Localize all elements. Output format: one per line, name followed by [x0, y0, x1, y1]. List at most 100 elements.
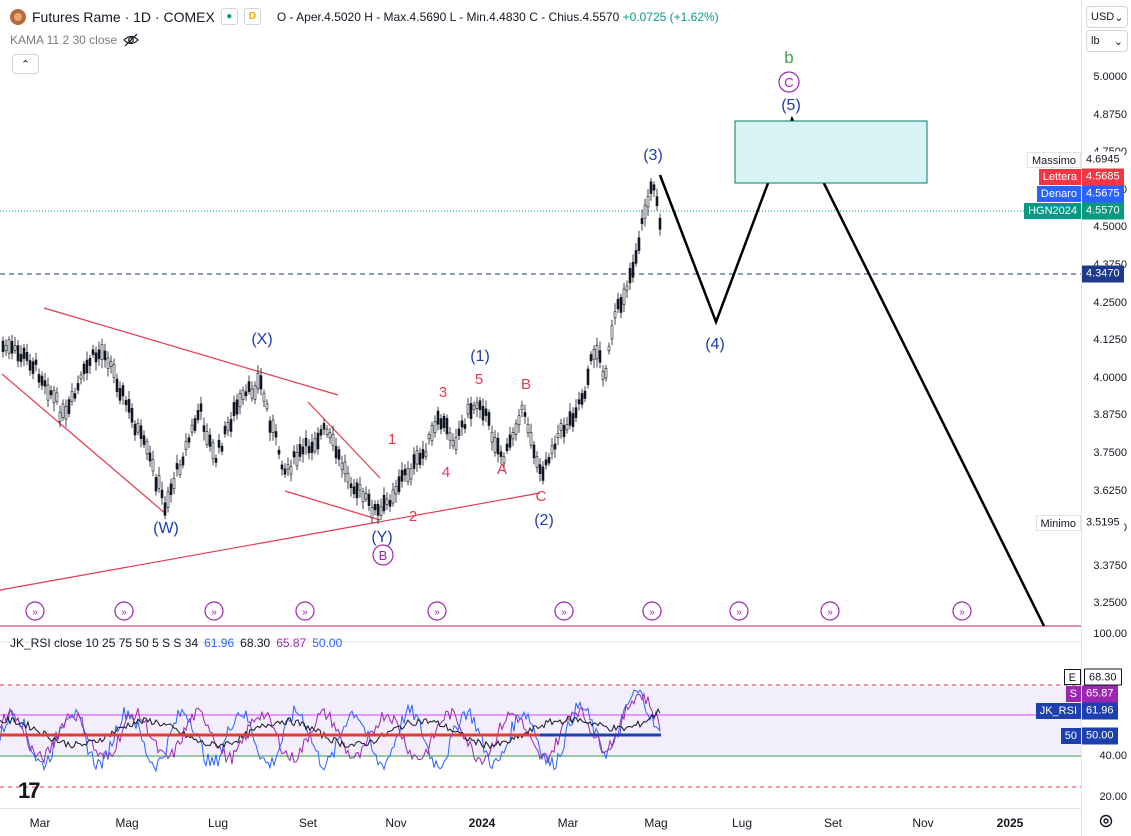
- candle-body: [70, 390, 74, 403]
- wave-label-w[interactable]: (W): [153, 520, 179, 537]
- price-chart-canvas[interactable]: (W) (X) (Y) (1) (2) (3) (4) (5) 1 2 3 4 …: [0, 0, 1081, 627]
- price-tick: 4.2500: [1093, 296, 1127, 309]
- symbol-title[interactable]: Futures Rame · 1D · COMEX: [32, 8, 215, 25]
- candle-body: [7, 339, 11, 354]
- event-markers[interactable]: » » » » » » » » » »: [25, 601, 972, 621]
- collapse-legend-button[interactable]: ⌃: [12, 54, 39, 74]
- candle-body: [292, 451, 296, 458]
- candle-body: [373, 504, 377, 511]
- candle-body: [316, 432, 320, 450]
- candle-body: [514, 423, 518, 435]
- candle-body: [577, 399, 581, 405]
- event-marker-glyph: »: [561, 607, 567, 618]
- price-chart[interactable]: (W) (X) (Y) (1) (2) (3) (4) (5) 1 2 3 4 …: [0, 0, 1081, 627]
- trend-lines[interactable]: [0, 307, 541, 591]
- event-marker-icon: [729, 601, 749, 621]
- wave-label-b-green[interactable]: b: [784, 48, 793, 67]
- wave-label-y[interactable]: (Y): [371, 529, 392, 546]
- candle-body: [169, 483, 173, 495]
- wave-label-4[interactable]: (4): [705, 336, 725, 353]
- candle-body: [547, 456, 551, 464]
- wave-label-5[interactable]: (5): [781, 97, 801, 114]
- rsi-pane[interactable]: JK_RSI close 10 25 75 50 5 S S 34 61.96 …: [0, 628, 1081, 808]
- wave-label-r2[interactable]: 2: [409, 508, 417, 525]
- wave-label-r5[interactable]: 5: [475, 371, 483, 388]
- candle-body: [337, 449, 341, 460]
- candle-body: [598, 350, 602, 363]
- wave-label-rb[interactable]: B: [521, 376, 531, 393]
- candle-body: [187, 437, 191, 443]
- candle-body: [436, 410, 440, 425]
- wave-label-r4[interactable]: 4: [442, 464, 450, 481]
- rsi-line: [0, 692, 661, 766]
- candle-body: [100, 344, 104, 360]
- candle-body: [13, 345, 17, 351]
- svg-text:B: B: [379, 548, 388, 563]
- candle-body: [421, 449, 425, 459]
- candle-body: [28, 360, 32, 371]
- price-tick: 5.0000: [1093, 71, 1127, 83]
- unit-selector[interactable]: lb ⌄: [1086, 30, 1128, 52]
- candle-body: [16, 345, 20, 362]
- rsi-legend[interactable]: JK_RSI close 10 25 75 50 5 S S 34 61.96 …: [10, 636, 342, 650]
- rsi-s-tag: 65.87: [1082, 685, 1118, 703]
- gear-icon[interactable]: [1098, 813, 1114, 829]
- candle-body: [526, 424, 530, 434]
- candle-body: [283, 468, 287, 475]
- candle-body: [655, 196, 659, 207]
- bid-label: Denaro: [1036, 186, 1081, 202]
- wave-label-x[interactable]: (X): [251, 331, 272, 348]
- price-tick: 3.8750: [1093, 409, 1127, 422]
- time-axis[interactable]: Mar Mag Lug Set Nov 2024 Mar Mag Lug Set…: [0, 808, 1081, 836]
- wave-label-1[interactable]: (1): [470, 348, 490, 365]
- candle-body: [562, 424, 566, 438]
- eye-off-icon[interactable]: [123, 33, 140, 47]
- candle-body: [145, 440, 149, 455]
- candle-body: [184, 440, 188, 450]
- candle-body: [607, 345, 611, 352]
- candle-body: [613, 311, 617, 319]
- candle-body: [652, 184, 656, 191]
- candle-body: [397, 476, 401, 493]
- candle-body: [595, 345, 599, 360]
- rsi-tick-20: 20.00: [1099, 791, 1127, 803]
- candle-body: [175, 463, 179, 470]
- kama-indicator-legend[interactable]: KAMA 11 2 30 close: [10, 33, 140, 47]
- candle-body: [571, 413, 575, 427]
- candle-body: [79, 374, 83, 380]
- wave-label-3[interactable]: (3): [643, 147, 663, 164]
- candle-body: [130, 408, 134, 423]
- low-label: Minimo: [1035, 515, 1081, 531]
- rsi-line: [0, 689, 661, 773]
- market-status-icon[interactable]: ●: [220, 8, 238, 25]
- candle-body: [580, 393, 584, 405]
- wave-label-ra[interactable]: A: [497, 461, 507, 478]
- event-marker-icon: [820, 601, 840, 621]
- wave-label-2[interactable]: (2): [534, 512, 554, 529]
- tradingview-logo[interactable]: 17: [18, 778, 41, 803]
- wave-label-b-circle[interactable]: B: [372, 544, 394, 566]
- wave-label-rc[interactable]: C: [536, 488, 547, 505]
- candle-body: [205, 431, 209, 446]
- rsi-canvas[interactable]: [0, 628, 1081, 808]
- candle-body: [559, 423, 563, 431]
- rsi-line: [0, 707, 661, 750]
- wave-label-r3[interactable]: 3: [439, 384, 447, 401]
- candle-body: [295, 452, 299, 467]
- event-marker-glyph: »: [959, 607, 965, 618]
- delayed-data-badge[interactable]: D: [243, 8, 261, 25]
- currency-selector[interactable]: USD ⌄: [1086, 6, 1128, 28]
- wave-label-c-circle[interactable]: C: [778, 71, 800, 93]
- rsi-50-tag: 50.00: [1082, 727, 1118, 745]
- candle-body: [301, 446, 305, 455]
- wave-label-r1[interactable]: 1: [388, 431, 396, 448]
- candle-body: [505, 443, 509, 451]
- price-axis[interactable]: USD⌄ lb⌄ 5.00004.87504.75004.62504.50004…: [1081, 0, 1131, 836]
- last-price-tag: 4.5570: [1082, 202, 1124, 220]
- target-zone-rectangle[interactable]: [734, 120, 928, 184]
- symbol-legend: Futures Rame · 1D · COMEX ● D O - Aper.4…: [10, 8, 719, 25]
- candle-body: [121, 385, 125, 397]
- candle-body: [319, 429, 323, 436]
- projection-path[interactable]: [658, 115, 1046, 627]
- candle-body: [517, 415, 521, 426]
